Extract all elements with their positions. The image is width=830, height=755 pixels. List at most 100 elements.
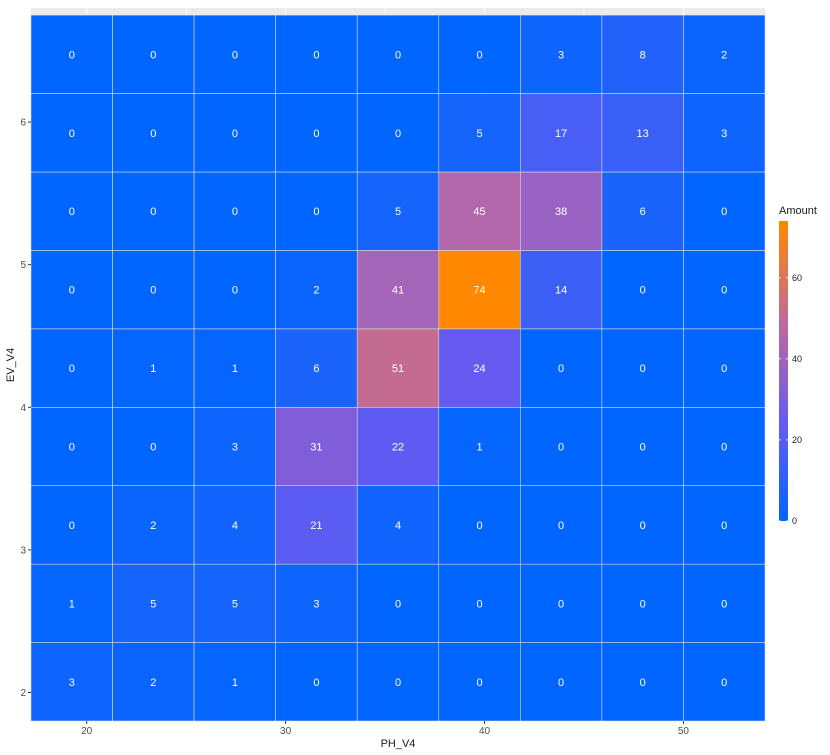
- legend-tick-label: 0: [792, 516, 797, 526]
- cell-value-label: 1: [150, 363, 156, 375]
- heatmap-cell: [520, 406, 603, 487]
- heatmap-cell: [356, 642, 440, 722]
- cell-value-label: 0: [721, 285, 727, 297]
- y-axis-ticks: 234567: [20, 118, 31, 699]
- heatmap-cell: [601, 328, 684, 408]
- cell-value-label: 0: [640, 677, 646, 689]
- cell-value-label: 0: [395, 49, 401, 61]
- cell-value-label: 0: [69, 363, 75, 375]
- heatmap-cell: [30, 485, 113, 565]
- cell-value-label: 0: [395, 677, 401, 689]
- heatmap-cell: [112, 171, 195, 251]
- heatmap-cell: [112, 406, 195, 487]
- heatmap-cell: [520, 250, 603, 330]
- cell-value-label: 0: [69, 49, 75, 61]
- heatmap-cell: [601, 563, 684, 643]
- heatmap-cell: [275, 642, 358, 722]
- cell-value-label: 45: [473, 206, 485, 218]
- color-legend: Amount 0 20 40 60: [779, 205, 817, 526]
- y-tick-label: 3: [20, 545, 26, 556]
- cell-value-label: 0: [721, 206, 727, 218]
- cell-value-label: 0: [721, 363, 727, 375]
- x-tick-label: 50: [678, 726, 690, 737]
- y-tick-label: 4: [20, 403, 26, 414]
- cell-value-label: 0: [313, 128, 319, 140]
- heatmap-cell: [356, 93, 440, 173]
- cell-value-label: 0: [640, 441, 646, 453]
- cell-value-label: 0: [395, 598, 401, 610]
- heatmap-cell: [438, 328, 521, 408]
- cell-value-label: 5: [150, 598, 156, 610]
- heatmap-cells: [30, 14, 766, 722]
- cell-value-label: 0: [640, 598, 646, 610]
- heatmap-cell: [356, 563, 440, 643]
- heatmap-cell: [601, 485, 684, 565]
- cell-value-label: 74: [473, 285, 485, 297]
- cell-value-label: 0: [721, 520, 727, 532]
- heatmap-cell: [275, 93, 358, 173]
- cell-value-label: 0: [721, 441, 727, 453]
- cell-value-label: 3: [69, 677, 75, 689]
- cell-value-label: 3: [232, 441, 238, 453]
- legend-tick-label: 60: [792, 273, 802, 283]
- heatmap-cell: [193, 563, 276, 643]
- heatmap-cell: [275, 171, 358, 251]
- cell-value-label: 0: [395, 128, 401, 140]
- y-tick-label: 2: [20, 688, 26, 699]
- cell-value-label: 13: [637, 128, 649, 140]
- heatmap-cell: [601, 250, 684, 330]
- heatmap-cell: [438, 171, 521, 251]
- cell-value-label: 0: [69, 206, 75, 218]
- cell-value-label: 0: [69, 520, 75, 532]
- heatmap-cell: [112, 485, 195, 565]
- cell-value-label: 0: [232, 49, 238, 61]
- heatmap-cell: [683, 328, 766, 408]
- cell-value-label: 0: [150, 285, 156, 297]
- heatmap-cell: [601, 14, 684, 94]
- heatmap-cell: [683, 642, 766, 722]
- cell-value-label: 2: [721, 49, 727, 61]
- cell-value-label: 0: [69, 285, 75, 297]
- heatmap-cell: [193, 328, 276, 408]
- cell-value-label: 0: [232, 285, 238, 297]
- legend-tick-label: 40: [792, 354, 802, 364]
- heatmap-cell: [520, 642, 603, 722]
- cell-value-label: 4: [395, 520, 401, 532]
- heatmap-cell: [520, 171, 603, 251]
- heatmap-cell: [520, 93, 603, 173]
- heatmap-cell: [193, 406, 276, 487]
- x-tick-label: 30: [280, 726, 292, 737]
- x-axis-title: PH_V4: [381, 738, 416, 750]
- cell-value-label: 14: [555, 285, 567, 297]
- legend-title: Amount: [779, 205, 817, 217]
- heatmap-cell: [112, 563, 195, 643]
- cell-value-label: 0: [640, 285, 646, 297]
- y-tick-label: 5: [20, 260, 26, 271]
- cell-value-label: 6: [313, 363, 319, 375]
- cell-value-label: 0: [69, 441, 75, 453]
- heatmap-cell: [275, 485, 358, 565]
- heatmap-cell: [438, 14, 521, 94]
- cell-value-label: 0: [640, 520, 646, 532]
- heatmap-cell: [193, 93, 276, 173]
- heatmap-cell: [30, 563, 113, 643]
- cell-value-label: 0: [232, 128, 238, 140]
- heatmap-cell: [683, 14, 766, 94]
- heatmap-cell: [112, 14, 195, 94]
- cell-labels: 3 2 1 0 0 0 0 0 01 5 5 3 0 0 0 0 00 2 4 21 4 0 0 0 00 0 3 31 22 1 0 0 00…: [69, 49, 728, 688]
- heatmap-cell: [520, 485, 603, 565]
- heatmap-cell: [193, 171, 276, 251]
- cell-value-label: 0: [721, 677, 727, 689]
- heatmap-cell: [601, 642, 684, 722]
- cell-value-label: 22: [392, 441, 404, 453]
- cell-value-label: 2: [150, 677, 156, 689]
- cell-value-label: 21: [310, 520, 322, 532]
- cell-value-label: 0: [150, 206, 156, 218]
- heatmap-cell: [275, 14, 358, 94]
- cell-value-label: 0: [313, 49, 319, 61]
- heatmap-cell: [30, 171, 113, 251]
- cell-value-label: 0: [558, 363, 564, 375]
- cell-value-label: 5: [476, 128, 482, 140]
- x-tick-label: 40: [479, 726, 491, 737]
- heatmap-cell: [193, 485, 276, 565]
